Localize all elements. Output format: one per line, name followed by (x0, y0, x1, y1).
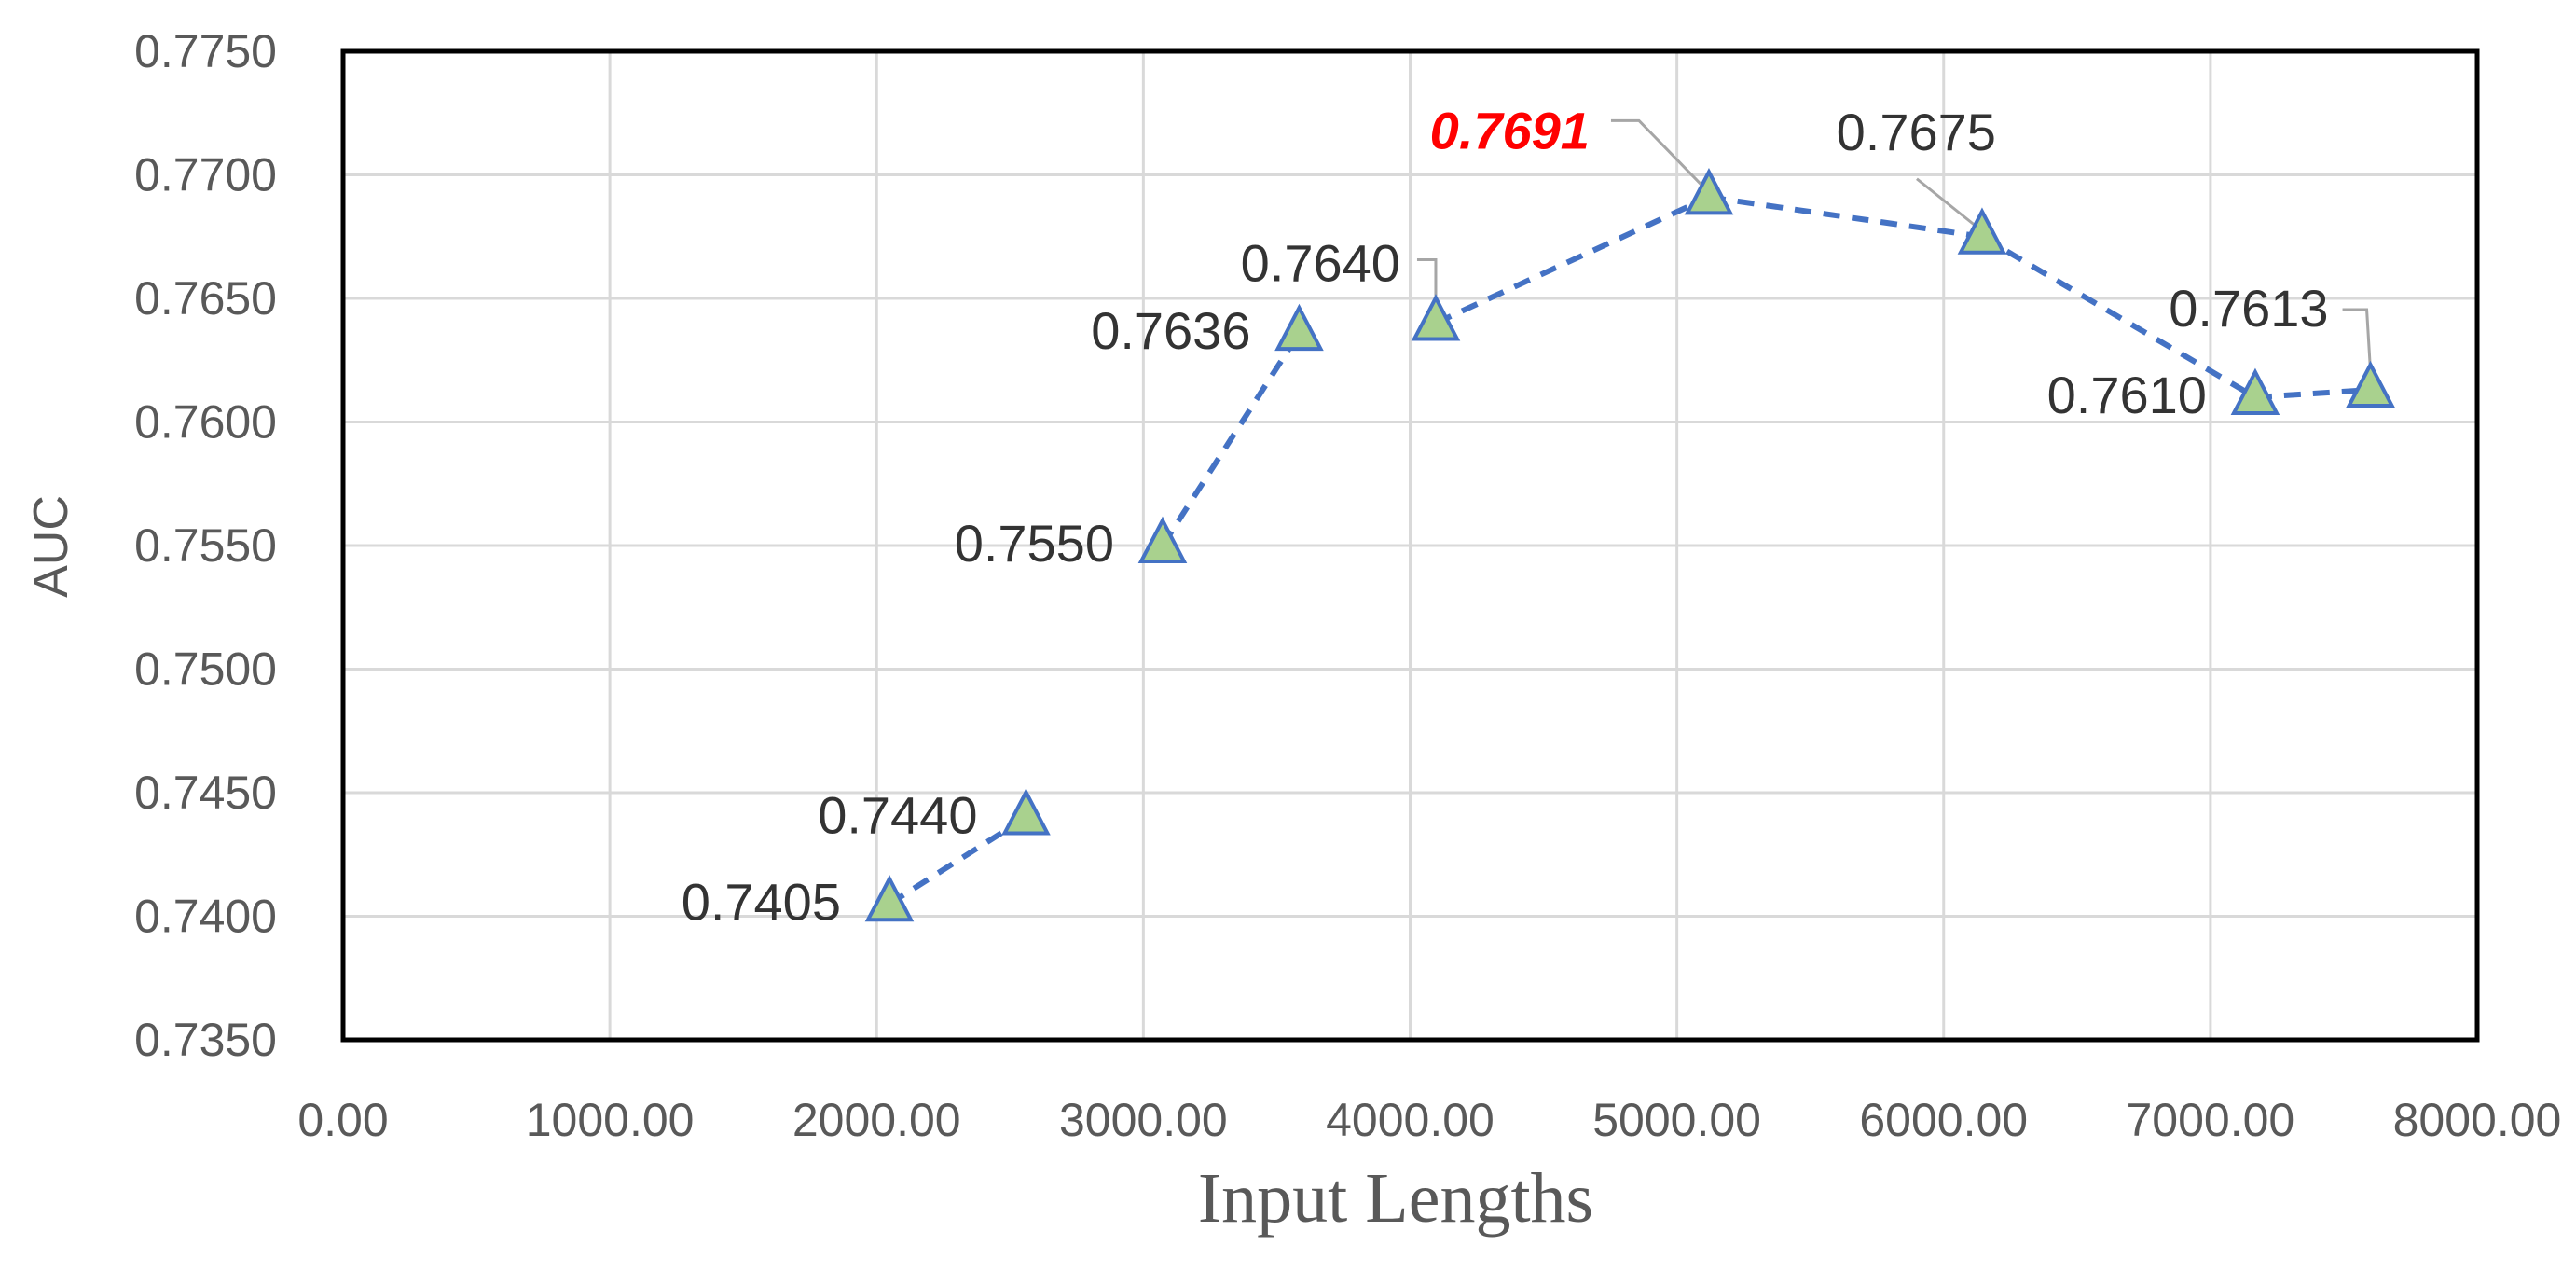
data-label: 0.7636 (1091, 301, 1250, 360)
data-labels: 0.7405 0.7440 0.7550 0.7636 0.7640 0.7691 0.76… (682, 101, 2329, 931)
data-point-marker (1137, 516, 1188, 563)
data-point-marker (864, 874, 915, 922)
data-label: 0.7405 (682, 872, 841, 931)
data-point-marker (2230, 367, 2280, 415)
y-tick-label: 0.7650 (134, 272, 277, 325)
data-label: 0.7440 (818, 786, 977, 845)
y-tick-label: 0.7400 (134, 891, 277, 943)
x-tick-label: 7000.00 (2127, 1094, 2295, 1146)
data-label: 0.7675 (1837, 103, 1996, 161)
data-label: 0.7640 (1241, 234, 1400, 293)
x-tick-label: 6000.00 (1859, 1094, 2028, 1146)
plot-area-border (340, 48, 2480, 1043)
data-label: 0.7550 (955, 514, 1114, 573)
y-tick-label: 0.7600 (134, 396, 277, 449)
y-tick-label: 0.7350 (134, 1014, 277, 1066)
x-tick-label: 2000.00 (792, 1094, 961, 1146)
y-tick-label: 0.7550 (134, 519, 277, 572)
series-line-segment (1708, 194, 1983, 240)
y-tick-label: 0.7750 (134, 25, 277, 77)
data-point-marker (1957, 207, 2007, 255)
data-point-marker (2346, 360, 2395, 408)
leader-line (1916, 177, 1978, 228)
series-line-segment (1160, 331, 1302, 547)
x-tick-label: 5000.00 (1592, 1094, 1761, 1146)
y-axis-title: AUC (24, 495, 78, 598)
data-point-marker (1001, 788, 1051, 836)
axes: 0.7350 0.7400 0.7450 0.7500 0.7550 0.7600 0.76… (134, 25, 2561, 1146)
x-tick-label: 3000.00 (1059, 1094, 1228, 1146)
data-label: 0.7613 (2169, 279, 2328, 338)
x-tick-label: 8000.00 (2393, 1094, 2562, 1146)
series-line (888, 194, 2371, 906)
leader-line (1416, 258, 1438, 305)
x-axis-title: Input Lengths (1198, 1159, 1593, 1238)
data-point-marker (1274, 303, 1324, 352)
leader-line (1610, 118, 1706, 189)
leader-line (2342, 308, 2373, 372)
label-leader-lines (1416, 118, 2373, 372)
grid-lines (341, 49, 2479, 1042)
y-tick-label: 0.7450 (134, 767, 277, 819)
data-label-best: 0.7691 (1430, 101, 1590, 159)
data-point-marker (1411, 294, 1461, 341)
x-tick-label: 0.00 (297, 1094, 388, 1146)
series-line-segment (2254, 387, 2371, 400)
y-tick-label: 0.7700 (134, 149, 277, 201)
series-markers (864, 168, 2395, 922)
data-point-marker (1684, 168, 1734, 215)
data-label: 0.7610 (2047, 366, 2207, 424)
x-tick-label: 4000.00 (1326, 1094, 1495, 1146)
series-line-segment (1434, 194, 1711, 326)
x-tick-label: 1000.00 (526, 1094, 695, 1146)
y-tick-label: 0.7500 (134, 643, 277, 696)
series-line-segment (1980, 234, 2257, 400)
